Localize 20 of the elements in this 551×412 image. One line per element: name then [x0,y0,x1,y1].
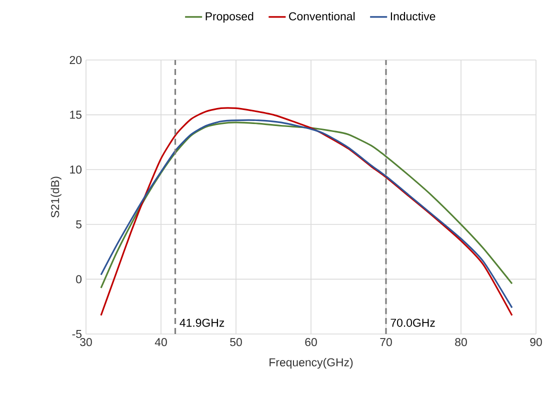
legend-label: Proposed [206,12,254,23]
x-tick-label: 80 [455,338,467,346]
legend-label: Inductive [390,12,436,20]
y-tick-label: -5 [72,330,82,338]
ref-line-label: 41.9GHz [180,318,224,327]
y-tick-label: 15 [70,110,82,119]
x-tick-label: 50 [230,338,242,346]
legend-label: Conventional [289,12,355,20]
y-tick-label: 10 [70,166,82,174]
y-tick-label: 20 [70,56,82,64]
y-tick-label: 5 [76,220,82,228]
x-tick-label: 40 [154,338,167,346]
x-tick-label: 90 [530,338,542,346]
x-tick-label: 70 [380,338,392,346]
y-axis-title: S21(dB) [50,176,62,218]
y-tick-label: 0 [76,275,82,284]
x-axis-title: Frequency(GHz) [270,358,353,369]
x-tick-label: 30 [80,338,92,346]
x-tick-label: 60 [305,338,317,346]
ref-line-label: 70.0GHz [390,318,435,327]
